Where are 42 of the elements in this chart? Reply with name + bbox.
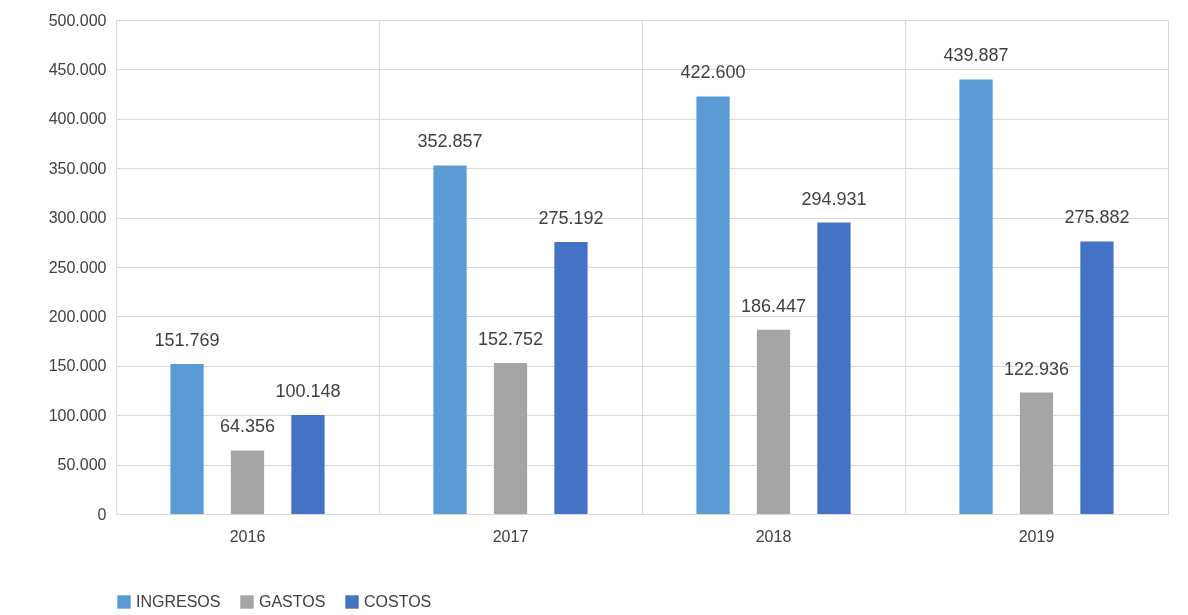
data-label: 186.447 <box>740 295 807 316</box>
y-tick-label: 0 <box>97 505 107 523</box>
legend-label: COSTOS <box>364 593 432 610</box>
bar <box>230 450 265 514</box>
data-label: 64.356 <box>219 416 276 437</box>
bar <box>291 415 325 514</box>
data-label: 100.148 <box>275 381 341 402</box>
y-tick-label: 400.000 <box>48 110 107 128</box>
bar <box>1080 241 1114 514</box>
bar <box>756 329 791 514</box>
data-label: 439.887 <box>943 45 1009 66</box>
data-label: 275.192 <box>538 208 604 229</box>
y-tick-label: 300.000 <box>48 209 107 227</box>
x-tick-label: 2016 <box>229 527 266 545</box>
bar <box>696 96 730 514</box>
x-tick-label: 2019 <box>1018 527 1055 545</box>
data-label: 152.752 <box>477 329 544 350</box>
y-tick-label: 150.000 <box>48 357 107 375</box>
x-tick-label: 2017 <box>492 527 529 545</box>
legend-label: GASTOS <box>259 593 326 610</box>
y-tick-label: 500.000 <box>48 11 107 29</box>
bar <box>1019 392 1054 514</box>
y-tick-label: 350.000 <box>48 159 107 177</box>
y-tick-label: 200.000 <box>48 307 107 325</box>
x-tick-label: 2018 <box>755 527 792 545</box>
legend-label: INGRESOS <box>136 593 221 610</box>
data-label: 352.857 <box>417 131 483 152</box>
y-tick-label: 250.000 <box>48 258 107 276</box>
y-tick-label: 450.000 <box>48 60 107 78</box>
data-label: 422.600 <box>680 62 746 83</box>
y-tick-label: 50.000 <box>57 456 107 474</box>
bar <box>554 242 588 514</box>
bar <box>817 222 851 514</box>
bar <box>433 165 467 514</box>
y-tick-label: 100.000 <box>48 406 107 424</box>
data-label: 294.931 <box>801 188 867 209</box>
data-label: 151.769 <box>154 330 220 351</box>
data-label: 122.936 <box>1003 358 1070 379</box>
bar <box>170 364 204 514</box>
bar <box>959 79 993 514</box>
bar <box>493 363 528 514</box>
data-label: 275.882 <box>1064 207 1130 228</box>
